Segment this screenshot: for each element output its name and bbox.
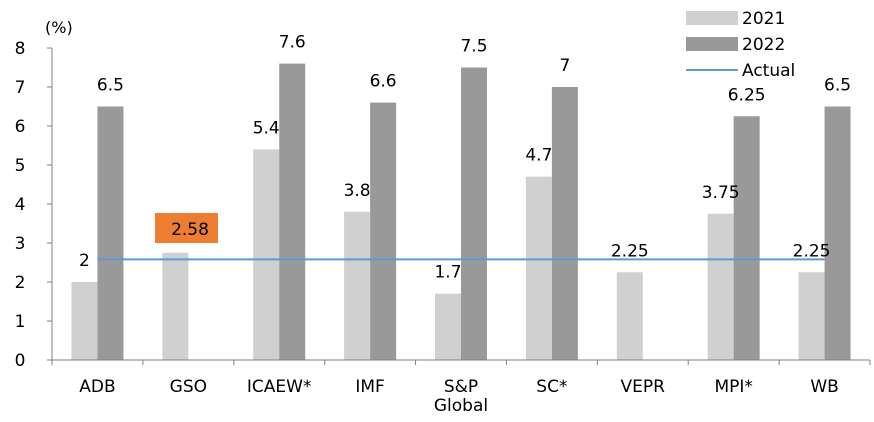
actual-value-label: 2.58 xyxy=(171,220,209,240)
bar-2022-mpi xyxy=(733,116,760,360)
y-tick-label: 4 xyxy=(15,195,26,215)
actual-layer: 2.58 xyxy=(97,213,825,261)
legend-swatch-2021 xyxy=(686,11,738,25)
data-label-2021: 5.4 xyxy=(253,118,280,138)
bar-2021-mpi xyxy=(707,213,734,360)
x-category-label: S&P xyxy=(444,377,478,397)
data-labels: 2 5.4 3.8 1.7 4.7 2.25 3.75 2.25 6.5 7.6 6.6 7.5 7 6.… xyxy=(79,33,851,283)
bar-2022-adb xyxy=(97,106,124,360)
bar-2021-wb xyxy=(798,272,825,360)
y-tick-label: 5 xyxy=(15,156,26,176)
y-unit-label: (%) xyxy=(45,18,73,37)
x-category-label: MPI* xyxy=(714,377,752,397)
data-label-2021: 2.25 xyxy=(611,241,649,261)
bar-2022-sc xyxy=(551,87,578,360)
legend-swatch-2022 xyxy=(686,37,738,51)
data-label-2021: 3.75 xyxy=(702,183,740,203)
data-label-2021: 2 xyxy=(79,251,90,271)
y-tick-label: 0 xyxy=(15,351,26,371)
x-category-label: Global xyxy=(434,396,488,416)
x-category-label: SC* xyxy=(536,377,567,397)
data-label-2022: 6.5 xyxy=(824,76,851,96)
bar-2022-wb xyxy=(824,106,851,360)
x-category-label: IMF xyxy=(355,377,384,397)
data-label-2021: 4.7 xyxy=(525,146,552,166)
data-label-2022: 7.6 xyxy=(279,33,306,53)
x-category-label: WB xyxy=(810,377,838,397)
y-tick-label: 6 xyxy=(15,117,26,137)
y-tick-label: 7 xyxy=(15,78,26,98)
bar-2021-vepr xyxy=(616,272,643,360)
data-label-2021: 1.7 xyxy=(434,263,461,283)
bar-2022-spglobal xyxy=(461,67,487,360)
data-label-2022: 6.6 xyxy=(370,72,397,92)
x-category-label: VEPR xyxy=(621,377,666,397)
data-label-2021: 2.25 xyxy=(793,241,831,261)
legend-label: 2022 xyxy=(742,35,785,55)
actual-label-box xyxy=(155,213,218,243)
legend-label: 2021 xyxy=(742,9,785,29)
bar-2021-adb xyxy=(71,282,98,360)
y-tick-label: 1 xyxy=(15,312,26,332)
bars xyxy=(71,63,851,360)
y-tick-label: 3 xyxy=(15,234,26,254)
legend: 2021 2022 Actual xyxy=(686,9,795,81)
data-label-2022: 7.5 xyxy=(460,37,487,57)
bar-2021-imf xyxy=(344,211,371,360)
x-category-label: ICAEW* xyxy=(247,377,312,397)
x-category-label: ADB xyxy=(79,377,115,397)
bar-2021-icaew xyxy=(253,149,280,360)
bar-2022-imf xyxy=(370,102,397,360)
bar-2021-sc xyxy=(525,176,552,360)
bar-2022-icaew xyxy=(279,63,306,360)
bar-2021-gso xyxy=(162,252,189,360)
legend-label: Actual xyxy=(742,61,795,81)
bar-2021-spglobal xyxy=(435,293,461,360)
data-label-2021: 3.8 xyxy=(344,181,371,201)
data-label-2022: 6.5 xyxy=(97,76,124,96)
y-axis: 0 1 2 3 4 5 6 7 8 xyxy=(15,39,53,371)
x-category-label: GSO xyxy=(170,377,207,397)
data-label-2022: 7 xyxy=(559,56,570,76)
y-tick-label: 8 xyxy=(15,39,26,59)
y-tick-label: 2 xyxy=(15,273,26,293)
data-label-2022: 6.25 xyxy=(728,85,766,105)
